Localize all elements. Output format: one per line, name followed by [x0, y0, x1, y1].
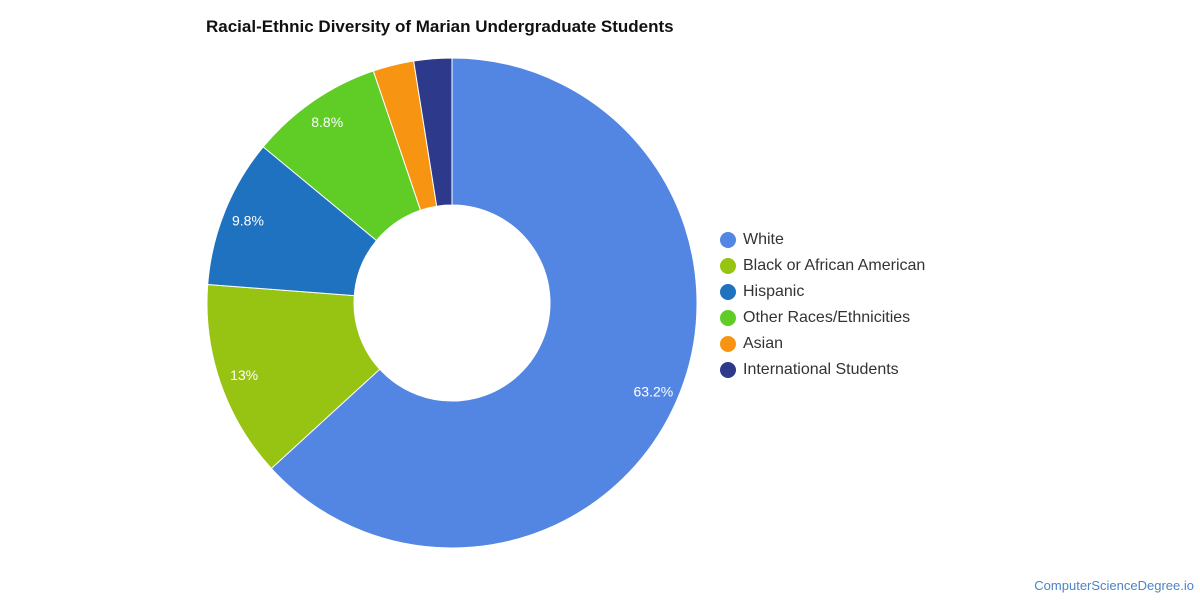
legend-item[interactable]: Hispanic	[720, 279, 925, 305]
legend-label: Asian	[743, 335, 784, 352]
slice-value-label: 8.8%	[311, 114, 343, 130]
legend-item[interactable]: White	[720, 227, 925, 253]
chart-legend: White Black or African American Hispanic Ot…	[720, 227, 925, 383]
slice-value-label: 9.8%	[232, 213, 264, 229]
legend-label: Black or African American	[743, 257, 926, 274]
legend-item[interactable]: Other Races/Ethnicities	[720, 305, 925, 331]
legend-item[interactable]: Black or African American	[720, 253, 925, 279]
donut-slice-white[interactable]	[270, 57, 698, 549]
legend-label: Other Races/Ethnicities	[743, 309, 911, 326]
legend-swatch	[720, 232, 736, 248]
slice-value-label: 63.2%	[634, 384, 674, 400]
slice-value-label: 13%	[230, 367, 258, 383]
legend-swatch	[720, 310, 736, 326]
donut-slice-international-students[interactable]	[413, 57, 453, 207]
legend-item[interactable]: International Students	[720, 357, 925, 383]
legend-swatch	[720, 284, 736, 300]
legend-swatch	[720, 362, 736, 378]
legend-label: Hispanic	[743, 283, 805, 300]
donut-slice-black-or-african-american[interactable]	[206, 284, 381, 470]
chart-title: Racial-Ethnic Diversity of Marian Underg…	[206, 17, 674, 36]
donut-slices	[206, 57, 698, 549]
legend-label: White	[743, 231, 784, 248]
donut-slice-labels: 63.2% 13% 9.8% 8.8%	[230, 114, 673, 400]
legend-item[interactable]: Asian	[720, 331, 925, 357]
legend-label: International Students	[743, 361, 899, 378]
site-watermark[interactable]: ComputerScienceDegree.io	[1034, 578, 1194, 593]
legend-swatch	[720, 258, 736, 274]
legend-swatch	[720, 336, 736, 352]
